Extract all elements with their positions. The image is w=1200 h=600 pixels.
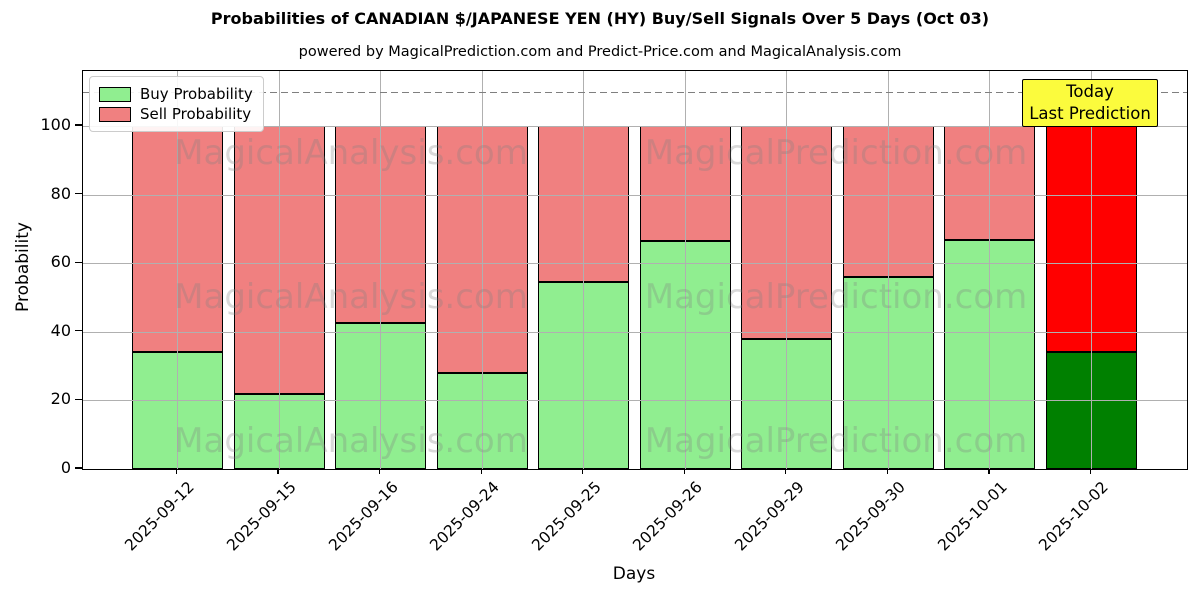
gridline-vertical: [887, 71, 889, 469]
x-tick-mark: [785, 469, 787, 474]
y-axis-label: Probability: [13, 222, 33, 312]
today-annotation-line1: Today: [1066, 82, 1114, 101]
chart-title: Probabilities of CANADIAN $/JAPANESE YEN…: [210, 9, 990, 28]
y-tick-label: 20: [50, 389, 71, 409]
gridline-horizontal: [83, 194, 1187, 196]
legend-label-buy: Buy Probability: [140, 85, 253, 103]
x-tick-mark: [379, 469, 381, 474]
x-tick-mark: [886, 469, 889, 474]
gridline-vertical: [278, 71, 280, 469]
x-tick-label: 2025-09-16: [324, 478, 402, 555]
buy-swatch-icon: [99, 86, 131, 102]
y-tick-mark: [75, 398, 82, 401]
x-tick-mark: [582, 469, 584, 474]
x-tick-mark: [480, 469, 482, 474]
gridline-horizontal: [83, 263, 1187, 265]
y-tick-label: 100: [40, 114, 71, 134]
gridline-vertical: [684, 71, 686, 469]
today-annotation-line2: Last Prediction: [1029, 104, 1151, 123]
x-tick-label: 2025-10-02: [1035, 478, 1113, 555]
y-tick-label: 0: [60, 458, 71, 477]
y-tick-mark: [75, 261, 82, 263]
gridline-vertical: [380, 71, 382, 469]
gridline-vertical: [177, 71, 178, 469]
y-tick-mark: [75, 192, 82, 195]
legend: Buy Probability Sell Probability: [89, 76, 264, 132]
y-tick-label: 60: [50, 252, 71, 272]
plot-area: MagicalAnalysis.com MagicalPrediction.com…: [82, 70, 1188, 470]
gridline-vertical: [583, 71, 585, 469]
y-tick-label: 80: [50, 183, 71, 203]
sell-swatch-icon: [99, 106, 131, 122]
x-tick-label: 2025-09-29: [731, 478, 808, 555]
today-annotation: Today Last Prediction: [1022, 79, 1158, 127]
gridline-horizontal: [83, 125, 1187, 127]
x-tick-label: 2025-09-12: [121, 478, 199, 555]
x-tick-label: 2025-09-26: [629, 478, 706, 555]
gridline-vertical: [481, 71, 483, 469]
y-tick-label: 40: [50, 320, 71, 340]
gridline-vertical: [1090, 71, 1092, 469]
y-tick-mark: [75, 467, 82, 469]
x-tick-mark: [1089, 469, 1092, 474]
chart-subtitle: powered by MagicalPrediction.com and Pre…: [298, 44, 902, 60]
x-tick-label: 2025-09-15: [223, 478, 300, 555]
threshold-dashed-line: [83, 91, 1187, 93]
x-tick-label: 2025-09-24: [426, 478, 503, 555]
x-tick-label: 2025-09-30: [832, 478, 910, 555]
gridline-vertical: [989, 71, 991, 469]
legend-row-buy: Buy Probability: [99, 84, 253, 104]
x-tick-mark: [683, 469, 685, 474]
x-tick-label: 2025-10-01: [934, 478, 1011, 555]
x-tick-mark: [175, 469, 178, 474]
x-tick-mark: [988, 469, 990, 474]
x-axis-label: Days: [612, 564, 656, 584]
gridline-vertical: [786, 71, 788, 469]
legend-label-sell: Sell Probability: [140, 105, 252, 123]
gridline-horizontal: [83, 331, 1187, 333]
legend-row-sell: Sell Probability: [99, 104, 253, 124]
gridline-horizontal: [83, 400, 1187, 402]
x-tick-label: 2025-09-25: [527, 478, 605, 555]
y-tick-mark: [75, 124, 82, 126]
y-tick-mark: [75, 330, 82, 332]
x-tick-mark: [277, 469, 279, 474]
